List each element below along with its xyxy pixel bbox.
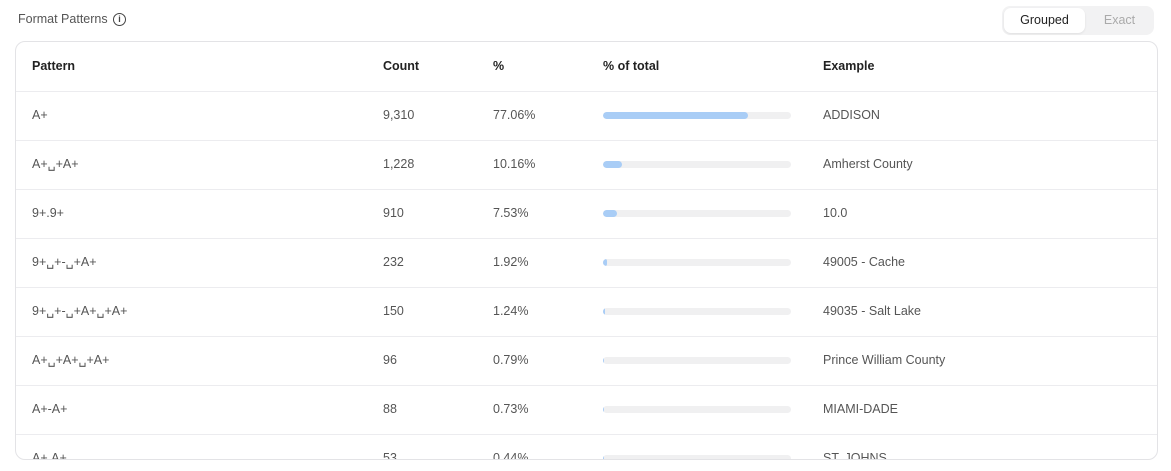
bar-track (603, 455, 791, 459)
column-header: % of total (603, 59, 660, 73)
bar (603, 112, 748, 119)
percent: 1.24% (493, 304, 529, 318)
table-row: 9+.9+ 910 7.53% 10.0 (16, 189, 1157, 239)
toggle-option[interactable]: Exact (1103, 13, 1136, 27)
table-row: 9+␣+-␣+A+ 232 1.92% 49005 - Cache (16, 238, 1157, 288)
column-header: Example (823, 59, 875, 73)
table-row: A+-A+ 88 0.73% MIAMI-DADE (16, 385, 1157, 435)
example: MIAMI-DADE (823, 402, 898, 416)
count: 88 (383, 402, 397, 416)
pattern: 9+.9+ (32, 206, 64, 220)
column-header: Count (383, 59, 420, 73)
toggle-option[interactable]: Grouped (1004, 8, 1085, 33)
table-row: A+␣+A+␣+A+ 96 0.79% Prince William County (16, 336, 1157, 386)
percent: 0.44% (493, 451, 529, 460)
pattern: 9+␣+-␣+A+␣+A+ (32, 304, 128, 318)
bar-track (603, 357, 791, 364)
bar-track (603, 406, 791, 413)
bar (603, 259, 607, 266)
percent: 10.16% (493, 157, 536, 171)
percent: 0.79% (493, 353, 529, 367)
pattern: A+ (32, 108, 48, 122)
example: 10.0 (823, 206, 848, 220)
example: Amherst County (823, 157, 913, 171)
table-row: A+␣+A+ 1,228 10.16% Amherst County (16, 140, 1157, 190)
table-row: A+.A+ 53 0.44% ST. JOHNS (16, 434, 1157, 460)
bar (603, 406, 605, 413)
count: 9,310 (383, 108, 415, 122)
bar (603, 161, 623, 168)
section-title: Format Patterns (18, 12, 108, 26)
count: 53 (383, 451, 397, 460)
example: 49005 - Cache (823, 255, 906, 269)
table-row: 9+␣+-␣+A+␣+A+ 150 1.24% 49035 - Salt Lake (16, 287, 1157, 337)
pattern: A+-A+ (32, 402, 68, 416)
pattern: A+.A+ (32, 451, 67, 460)
column-header: Pattern (32, 59, 76, 73)
count: 910 (383, 206, 404, 220)
example: ADDISON (823, 108, 880, 122)
bar (603, 357, 605, 364)
bar-track (603, 210, 791, 217)
example: Prince William County (823, 353, 946, 367)
pattern: A+␣+A+␣+A+ (32, 353, 110, 367)
bar (603, 455, 604, 459)
bar (603, 308, 606, 315)
count: 232 (383, 255, 404, 269)
percent: 1.92% (493, 255, 529, 269)
bar-track (603, 308, 791, 315)
count: 96 (383, 353, 397, 367)
count: 1,228 (383, 157, 415, 171)
table: Pattern Count% % of total Example A+ 9,310 77.… (15, 41, 1158, 460)
example: ST. JOHNS (823, 451, 887, 460)
bar-track (603, 112, 791, 119)
table-row: A+ 9,310 77.06% ADDISON (16, 91, 1157, 141)
pattern: A+␣+A+ (32, 157, 79, 171)
view-toggle: Grouped Exact (1002, 6, 1154, 35)
percent: 0.73% (493, 402, 529, 416)
header-row: Pattern Count% % of total Example (16, 42, 1157, 92)
percent: 77.06% (493, 108, 536, 122)
percent: 7.53% (493, 206, 529, 220)
bar-track (603, 161, 791, 168)
example: 49035 - Salt Lake (823, 304, 921, 318)
bar (603, 210, 618, 217)
count: 150 (383, 304, 404, 318)
info-icon[interactable]: i (113, 13, 126, 26)
pattern: 9+␣+-␣+A+ (32, 255, 97, 269)
bar-track (603, 259, 791, 266)
column-header: % (493, 59, 505, 73)
